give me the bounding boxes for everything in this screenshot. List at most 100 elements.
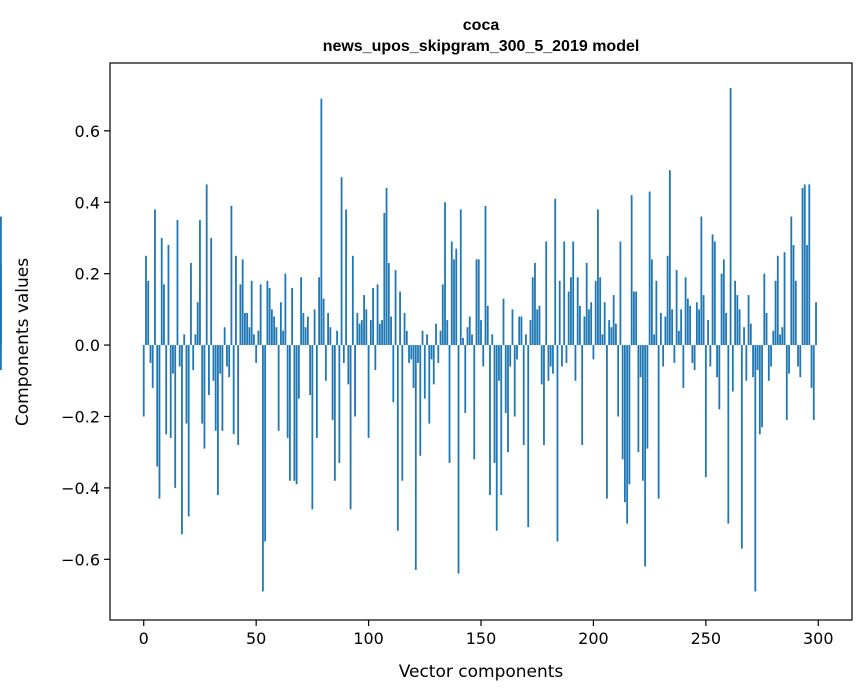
bar-139 [455, 248, 458, 346]
bar-136 [448, 345, 451, 463]
x-axis-ticks: 0 50 100 150 200 250 300 [139, 620, 834, 648]
x-tick-label: 50 [246, 629, 266, 648]
bar-117 [405, 330, 408, 346]
bar-104 [376, 284, 379, 346]
bar-86 [336, 330, 338, 346]
bar-4 [151, 345, 154, 388]
bar-274 [758, 345, 761, 435]
bar-128 [430, 345, 433, 360]
bar-276 [763, 273, 766, 346]
bar-130 [435, 323, 437, 346]
y-tick-label: −0.4 [61, 479, 100, 498]
bar-185 [558, 280, 561, 346]
bar-47 [248, 327, 251, 346]
bar-48 [250, 280, 253, 346]
bar-221 [639, 345, 642, 378]
bar-175 [536, 309, 539, 346]
bar-204 [601, 334, 604, 346]
bar-278 [767, 345, 770, 381]
bar-115 [401, 345, 404, 481]
bar-258 [722, 259, 725, 346]
bar-11 [167, 245, 170, 346]
bar-24 [196, 302, 199, 346]
y-tick-label: 0.0 [75, 336, 100, 355]
bar-96 [358, 323, 361, 346]
bar-151 [482, 345, 485, 367]
bar-266 [740, 345, 743, 549]
bar-112 [394, 270, 397, 346]
bar-46 [246, 312, 249, 346]
bar-6 [156, 345, 159, 467]
bar-122 [417, 345, 419, 363]
x-tick-label: 250 [691, 629, 722, 648]
bar-281 [774, 280, 777, 346]
bar-60 [277, 345, 280, 431]
bar-155 [491, 334, 494, 346]
bar-129 [432, 345, 435, 385]
bar-105 [378, 323, 381, 346]
bar-226 [650, 259, 653, 346]
bar-70 [300, 277, 303, 346]
bar-263 [734, 280, 736, 346]
y-tick-label: −0.2 [61, 407, 100, 426]
bar-225 [648, 191, 651, 346]
bar-116 [403, 312, 406, 346]
bar-232 [664, 316, 667, 346]
bar-74 [309, 345, 312, 396]
bar-256 [718, 345, 721, 410]
bar-298 [812, 345, 815, 421]
bar-138 [453, 259, 455, 346]
bar-200 [592, 345, 595, 360]
bar-293 [801, 187, 804, 346]
bar-272 [754, 345, 757, 592]
bar-241 [684, 277, 687, 346]
bar-252 [709, 345, 712, 367]
bar-98 [363, 295, 365, 346]
bar-92 [349, 345, 352, 510]
bar-77 [315, 345, 318, 438]
bar-62 [282, 330, 285, 346]
bar-210 [615, 323, 617, 346]
bar-297 [810, 345, 813, 388]
x-tick-label: 200 [578, 629, 609, 648]
bar-101 [369, 320, 372, 346]
bar-275 [761, 345, 763, 428]
bar-71 [302, 312, 305, 346]
bar-167 [518, 316, 521, 346]
bar-166 [516, 345, 518, 360]
bar-234 [668, 170, 671, 346]
bar-259 [725, 312, 727, 346]
y-tick-label: 0.2 [75, 265, 100, 284]
bar-268 [745, 345, 748, 381]
bar-94 [354, 345, 356, 417]
bar-282 [776, 255, 779, 346]
bar-153 [486, 305, 489, 346]
bar-52 [259, 284, 262, 346]
bar-59 [275, 327, 278, 346]
bar-8 [160, 237, 163, 346]
bar-34 [219, 345, 222, 374]
bar-177 [540, 345, 543, 385]
bar-158 [498, 345, 500, 381]
x-axis-label: Vector components [399, 662, 564, 682]
bar-267 [743, 327, 745, 346]
bar-261 [729, 87, 732, 346]
bar-174 [534, 262, 536, 346]
bar-80 [322, 298, 325, 346]
bar-277 [765, 312, 768, 346]
bar-199 [590, 302, 593, 346]
chart-title-line2: news_upos_skipgram_300_5_2019 model [323, 38, 640, 55]
bar-33 [217, 345, 219, 496]
bar-79 [320, 98, 323, 346]
bar-35 [221, 345, 224, 431]
bar-43 [239, 284, 242, 346]
bar-154 [489, 345, 491, 496]
bar-64 [286, 345, 289, 438]
bar-253 [711, 234, 714, 346]
bar-286 [785, 345, 788, 421]
bar-288 [790, 216, 793, 346]
bar-82 [327, 312, 329, 346]
bar-97 [360, 320, 363, 346]
bar-247 [698, 309, 700, 346]
bars-group [0, 87, 817, 592]
